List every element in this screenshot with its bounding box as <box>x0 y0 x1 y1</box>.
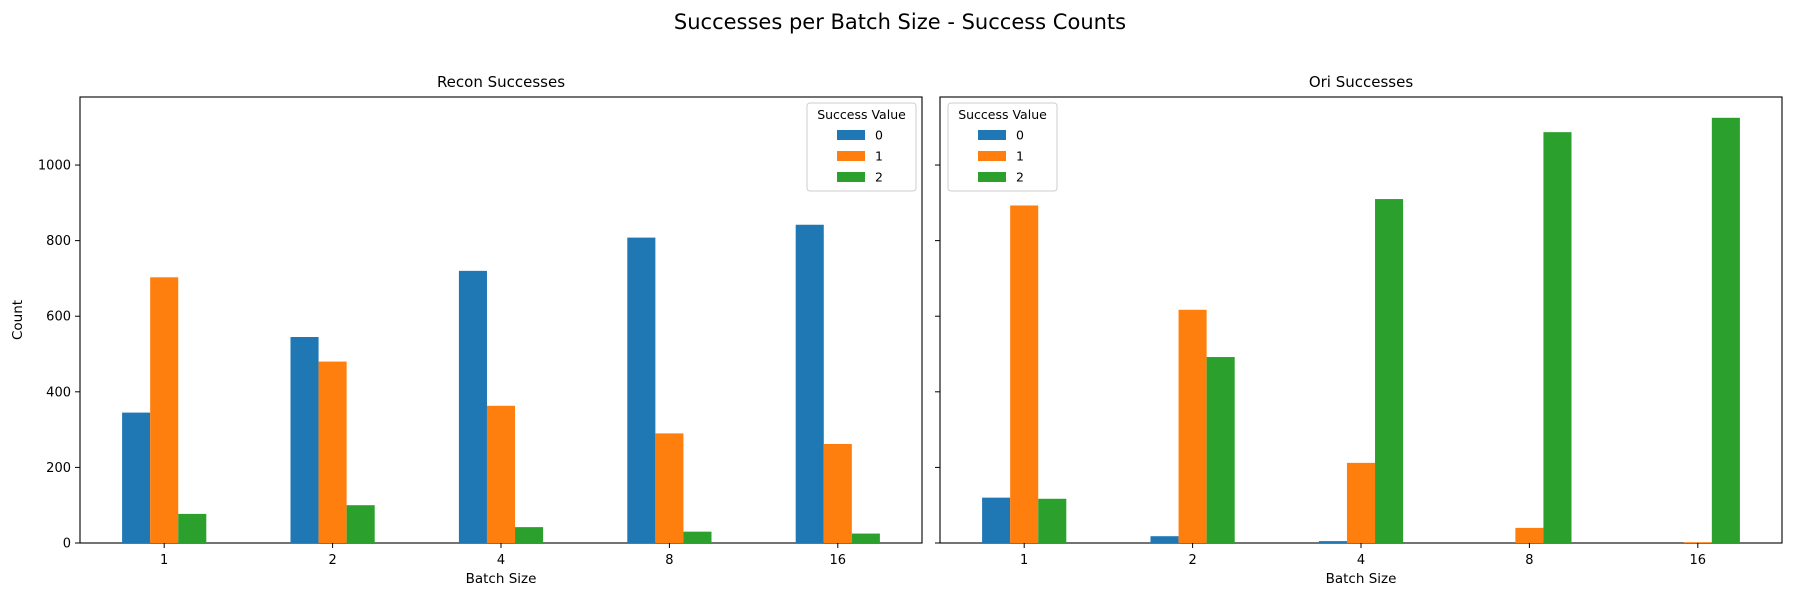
bar-8-series-2 <box>1543 132 1572 543</box>
bar-16-series-1 <box>1683 542 1712 543</box>
bar-4-series-1 <box>1346 462 1376 543</box>
bar-4-series-2 <box>1375 199 1404 543</box>
x-tick-label: 16 <box>830 553 847 568</box>
y-tick-label: 200 <box>46 461 71 476</box>
bar-2-series-1 <box>318 361 347 543</box>
bar-2-series-1 <box>1178 309 1207 543</box>
legend-swatch-0 <box>978 130 1006 140</box>
legend-frame <box>947 102 1058 192</box>
bar-2-series-2 <box>1206 357 1235 543</box>
x-tick-label: 4 <box>1357 553 1365 568</box>
bar-2-series-0 <box>290 337 319 543</box>
bar-2-series-2 <box>346 505 375 543</box>
legend-label-2: 2 <box>1016 170 1024 185</box>
bar-4-series-0 <box>1318 541 1347 543</box>
legend: Success Value 0 1 2 <box>806 102 917 192</box>
bar-1-series-0 <box>982 497 1011 543</box>
legend-frame <box>806 102 917 192</box>
legend-title: Success Value <box>958 107 1047 122</box>
bar-2-series-0 <box>1150 536 1179 543</box>
legend-label-2: 2 <box>875 170 883 185</box>
legend-label-0: 0 <box>1016 128 1024 143</box>
legend-label-0: 0 <box>875 128 883 143</box>
bar-1-series-2 <box>178 513 207 543</box>
bar-4-series-1 <box>486 405 516 543</box>
legend-label-1: 1 <box>875 149 883 164</box>
legend-swatch-0 <box>837 130 865 140</box>
y-tick-label: 0 <box>63 537 71 552</box>
figure-title: Successes per Batch Size - Success Count… <box>674 10 1126 34</box>
bar-1-series-2 <box>1038 498 1067 543</box>
legend: Success Value 0 1 2 <box>947 102 1058 192</box>
bar-1-series-1 <box>1010 205 1039 544</box>
legend-swatch-1 <box>978 151 1006 161</box>
bar-8-series-2 <box>683 531 712 543</box>
x-tick-label: 16 <box>1690 553 1707 568</box>
bar-4-series-2 <box>515 527 544 543</box>
bar-16-series-1 <box>823 443 852 543</box>
bar-4-series-0 <box>458 270 487 543</box>
legend-label-1: 1 <box>1016 149 1024 164</box>
x-tick-label: 1 <box>1020 553 1028 568</box>
x-tick-label: 4 <box>497 553 505 568</box>
y-tick-label: 800 <box>46 234 71 249</box>
x-tick-label: 8 <box>665 553 673 568</box>
legend-title: Success Value <box>817 107 906 122</box>
bar-16-series-0 <box>795 224 824 543</box>
bar-16-series-2 <box>1711 117 1740 543</box>
x-axis-label: Batch Size <box>1326 571 1397 587</box>
chart-title: Ori Successes <box>1309 73 1414 91</box>
bar-8-series-1 <box>655 433 684 543</box>
x-tick-label: 8 <box>1525 553 1533 568</box>
legend-swatch-2 <box>837 172 865 182</box>
bar-1-series-1 <box>150 277 179 543</box>
bar-8-series-1 <box>1515 527 1544 543</box>
y-axis-label: Count <box>10 300 26 340</box>
legend-swatch-2 <box>978 172 1006 182</box>
panel-recon: Recon Successes 0 200 400 600 800 1000 Count 1 2 4… <box>10 73 923 587</box>
bar-16-series-2 <box>851 533 880 543</box>
y-tick-label: 1000 <box>38 159 71 174</box>
y-tick-label: 600 <box>46 310 71 325</box>
x-axis-label: Batch Size <box>466 571 537 587</box>
bar-1-series-0 <box>122 412 151 543</box>
x-tick-label: 1 <box>160 553 168 568</box>
panel-ori: Ori Successes 1 2 4 8 16 Batch Size Success Val… <box>935 73 1783 587</box>
bar-8-series-0 <box>627 237 656 543</box>
legend-swatch-1 <box>837 151 865 161</box>
chart-title: Recon Successes <box>437 73 565 91</box>
x-tick-label: 2 <box>328 553 336 568</box>
x-tick-label: 2 <box>1188 553 1196 568</box>
y-tick-label: 400 <box>46 385 71 400</box>
